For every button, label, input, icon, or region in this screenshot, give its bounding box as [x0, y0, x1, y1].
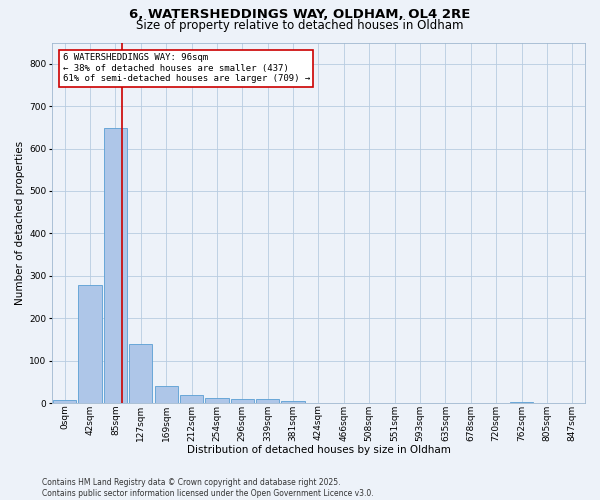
Bar [104, 128, 127, 403]
Bar [281, 401, 305, 403]
Bar [256, 399, 280, 403]
Text: Size of property relative to detached houses in Oldham: Size of property relative to detached ho… [136, 19, 464, 32]
Bar [230, 399, 254, 403]
Bar [79, 285, 102, 403]
Bar [205, 398, 229, 403]
Bar [53, 400, 76, 403]
Bar [129, 344, 152, 403]
Bar [180, 396, 203, 403]
Text: Contains HM Land Registry data © Crown copyright and database right 2025.
Contai: Contains HM Land Registry data © Crown c… [42, 478, 374, 498]
X-axis label: Distribution of detached houses by size in Oldham: Distribution of detached houses by size … [187, 445, 451, 455]
Bar [510, 402, 533, 403]
Text: 6, WATERSHEDDINGS WAY, OLDHAM, OL4 2RE: 6, WATERSHEDDINGS WAY, OLDHAM, OL4 2RE [130, 8, 470, 20]
Text: 6 WATERSHEDDINGS WAY: 96sqm
← 38% of detached houses are smaller (437)
61% of se: 6 WATERSHEDDINGS WAY: 96sqm ← 38% of det… [62, 54, 310, 83]
Bar [155, 386, 178, 403]
Y-axis label: Number of detached properties: Number of detached properties [15, 140, 25, 305]
